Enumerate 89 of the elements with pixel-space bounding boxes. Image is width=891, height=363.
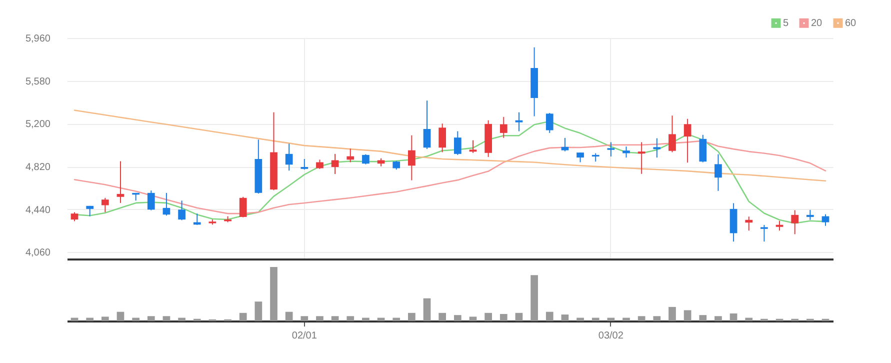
bar (730, 313, 738, 321)
candlestick (806, 209, 814, 220)
bar (469, 316, 477, 321)
candlestick (193, 213, 201, 226)
bar (592, 318, 600, 321)
bar (530, 275, 538, 321)
bar (454, 315, 462, 321)
bar (392, 318, 400, 321)
bar (668, 306, 676, 321)
bar (254, 302, 262, 321)
candlestick (760, 224, 768, 242)
bar (346, 316, 354, 321)
bar (684, 310, 692, 321)
bar (178, 318, 186, 321)
bar (638, 316, 646, 321)
candlestick (745, 216, 753, 232)
bar (162, 316, 170, 321)
bar (300, 316, 308, 321)
candlestick (454, 130, 462, 156)
bar (745, 318, 753, 321)
bar (362, 318, 370, 321)
bar (561, 314, 569, 321)
bar (500, 314, 508, 321)
bar (316, 316, 324, 321)
bar (546, 312, 554, 321)
candlestick (776, 220, 784, 232)
bar (653, 316, 661, 321)
bar (699, 315, 707, 321)
bar (607, 318, 615, 321)
candlestick (699, 134, 707, 163)
candlestick (607, 142, 615, 158)
candlestick (684, 118, 692, 164)
candlestick (423, 100, 431, 150)
bar (576, 318, 584, 321)
candlestick (438, 123, 446, 153)
candlestick (653, 138, 661, 158)
candlestick (162, 192, 170, 216)
bar (116, 312, 124, 321)
y-tick-label: 5,580 (25, 76, 51, 88)
candlestick (331, 153, 339, 174)
y-tick-label: 4,820 (25, 162, 51, 174)
y-tick-label: 5,200 (25, 119, 51, 130)
y-tick-label: 4,060 (25, 248, 51, 259)
y-tick-label: 4,440 (25, 204, 51, 216)
candlestick (116, 160, 124, 204)
bar (714, 316, 722, 321)
candlestick (791, 210, 799, 235)
candlestick (101, 197, 109, 213)
candlestick (714, 154, 722, 192)
candlestick (178, 200, 186, 221)
bar (147, 316, 155, 321)
bar (101, 316, 109, 321)
candlestick (622, 146, 630, 158)
candlestick (239, 196, 247, 218)
y-tick-label: 5,960 (25, 34, 51, 44)
bar (331, 316, 339, 321)
legend-label: 60 (845, 18, 857, 30)
bar (484, 312, 492, 321)
bar (515, 312, 523, 321)
candlestick (515, 112, 523, 132)
x-tick-label: 03/02 (598, 330, 624, 342)
candlestick (362, 154, 370, 165)
candlestick (147, 190, 155, 211)
bar (622, 318, 630, 321)
candlestick (346, 148, 354, 163)
candlestick (500, 116, 508, 138)
bar (270, 267, 278, 321)
candlestick (70, 212, 78, 222)
candlestick (285, 143, 293, 172)
bar (423, 298, 431, 321)
x-tick-label: 02/01 (292, 330, 318, 342)
candlestick (561, 137, 569, 152)
bar (132, 318, 140, 321)
bar (239, 312, 247, 321)
candlestick (316, 159, 324, 170)
candlestick (408, 134, 416, 181)
legend-label: 20 (811, 18, 823, 30)
candlestick (668, 115, 676, 153)
bar (285, 312, 293, 321)
candlestick (638, 142, 646, 174)
candlestick (576, 152, 584, 163)
candlestick (300, 158, 308, 170)
bar (86, 318, 94, 321)
legend-label: 5 (783, 18, 789, 30)
bar (438, 312, 446, 321)
line-series (74, 110, 826, 182)
bar (408, 312, 416, 321)
candlestick (469, 140, 477, 154)
candlestick (546, 112, 554, 134)
